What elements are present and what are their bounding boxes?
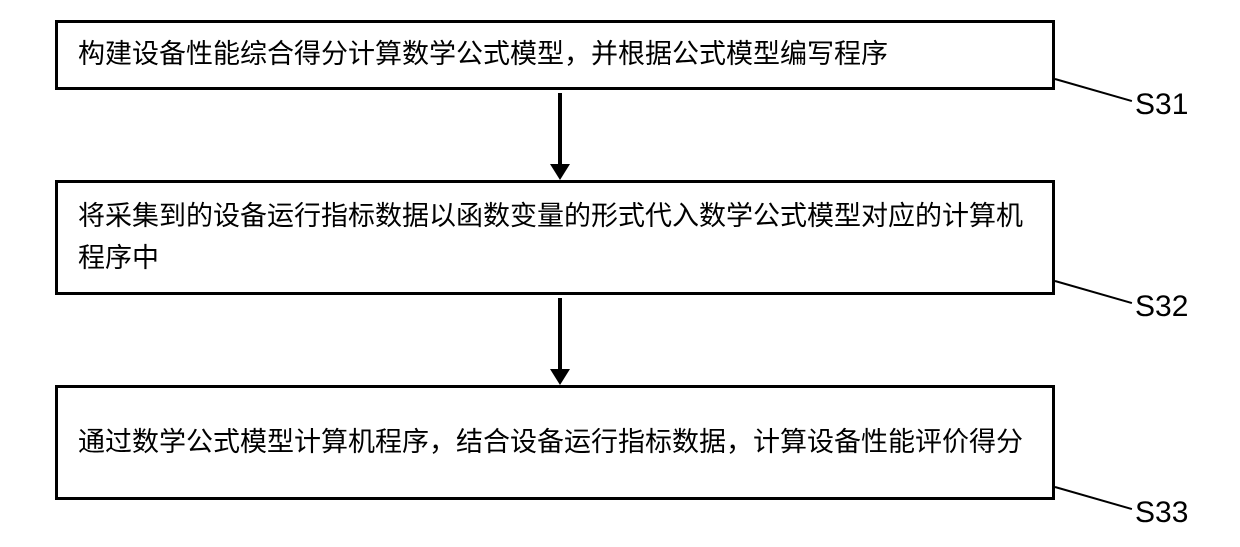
step-label-s31: S31 <box>1135 88 1188 122</box>
step-text-s31: 构建设备性能综合得分计算数学公式模型，并根据公式模型编写程序 <box>78 34 888 76</box>
arrow-2-head <box>550 369 570 385</box>
step-label-s33: S33 <box>1135 496 1188 530</box>
step-text-s32: 将采集到的设备运行指标数据以函数变量的形式代入数学公式模型对应的计算机程序中 <box>78 196 1032 280</box>
step-text-s33: 通过数学公式模型计算机程序，结合设备运行指标数据，计算设备性能评价得分 <box>78 422 1023 464</box>
step-box-s33: 通过数学公式模型计算机程序，结合设备运行指标数据，计算设备性能评价得分 <box>55 385 1055 500</box>
leader-line-s31 <box>1055 78 1132 102</box>
arrow-2-line <box>558 298 562 370</box>
arrow-1-head <box>550 164 570 180</box>
step-box-s32: 将采集到的设备运行指标数据以函数变量的形式代入数学公式模型对应的计算机程序中 <box>55 180 1055 295</box>
leader-line-s33 <box>1055 486 1132 510</box>
flowchart-container: 构建设备性能综合得分计算数学公式模型，并根据公式模型编写程序 S31 将采集到的… <box>0 0 1240 547</box>
arrow-1-line <box>558 93 562 165</box>
step-label-s32: S32 <box>1135 290 1188 324</box>
step-box-s31: 构建设备性能综合得分计算数学公式模型，并根据公式模型编写程序 <box>55 20 1055 90</box>
leader-line-s32 <box>1055 280 1132 304</box>
